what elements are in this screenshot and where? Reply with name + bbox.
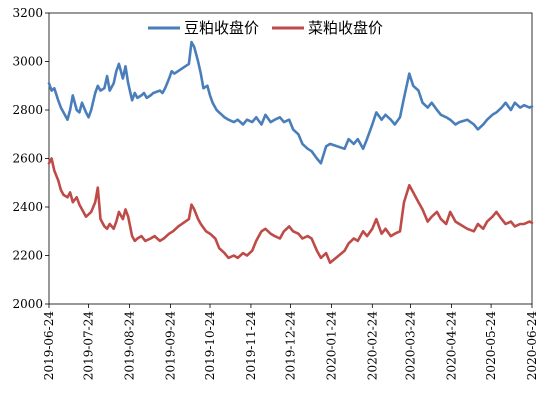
y-tick-label: 2800 (12, 103, 43, 117)
x-tick-label: 2019-12-24 (284, 311, 298, 381)
axes: 2000 2200 2400 2600 2800 3000 3200 2019-06-24 20… (12, 6, 539, 380)
x-tick-label: 2019-08-24 (123, 311, 137, 381)
series-lines (47, 40, 534, 265)
x-tick-label: 2020-05-24 (484, 311, 498, 381)
y-tick-label: 2200 (12, 249, 43, 263)
y-tick-label: 2600 (12, 152, 43, 166)
x-tick-label: 2020-01-24 (324, 311, 338, 381)
x-tick-label: 2019-06-24 (42, 311, 56, 381)
y-tick-label: 3000 (12, 55, 43, 69)
x-tick-label: 2019-11-24 (244, 311, 258, 381)
x-tick-label: 2020-03-24 (404, 311, 418, 381)
series-line-1 (47, 40, 534, 165)
plot-frame (48, 12, 533, 305)
x-tick-label: 2019-07-24 (82, 311, 96, 381)
series-line-2 (47, 157, 534, 265)
x-tick-label: 2019-10-24 (203, 311, 217, 381)
legend-label: 豆粕收盘价 (184, 19, 259, 37)
x-tick-label: 2019-09-24 (163, 311, 177, 381)
x-tick-label: 2020-02-24 (365, 311, 379, 381)
x-tick-label: 2020-06-24 (525, 311, 539, 381)
legend-label: 菜粕收盘价 (308, 19, 383, 37)
y-tick-label: 3200 (12, 6, 43, 20)
legend: 豆粕收盘价 菜粕收盘价 (148, 19, 383, 37)
x-tick-label: 2020-04-24 (445, 311, 459, 381)
y-tick-label: 2000 (12, 297, 43, 311)
y-tick-label: 2400 (12, 200, 43, 214)
